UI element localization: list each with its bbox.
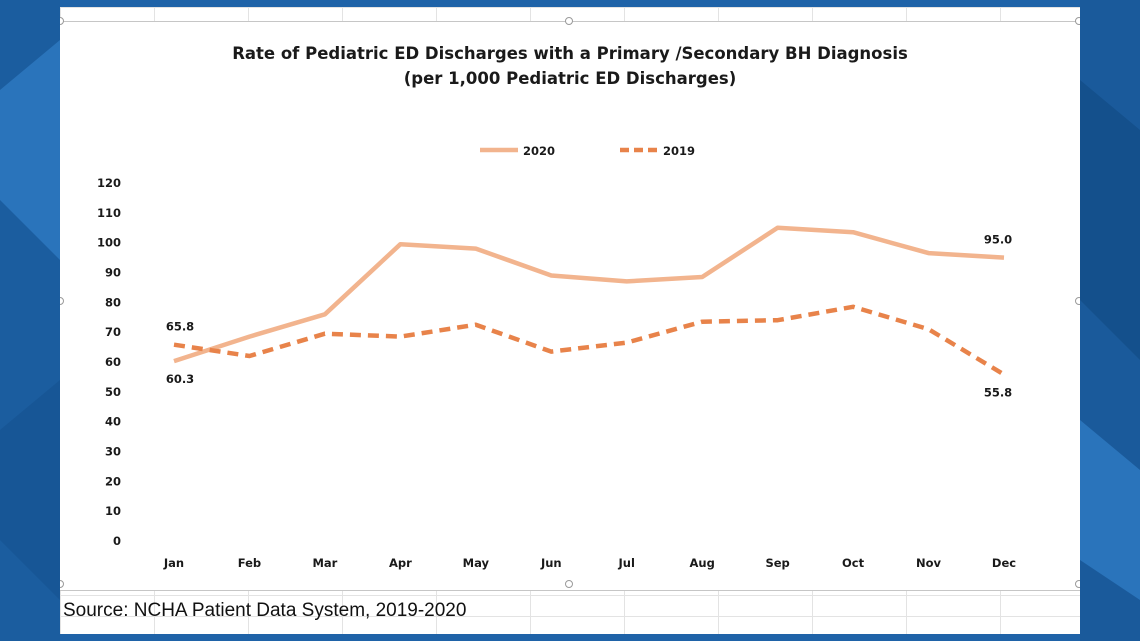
y-tick-label: 60 [105,355,121,369]
x-tick-label: Mar [312,556,337,570]
resize-handle-bottom-center[interactable] [565,580,573,588]
legend-item-2019: 2019 [620,144,695,158]
data-point-2019 [1002,372,1006,376]
y-tick-label: 10 [105,504,121,518]
y-tick-label: 20 [105,474,121,488]
data-point-2020 [247,334,251,338]
legend-swatch-2020 [480,144,518,158]
data-point-2020 [1002,255,1006,259]
source-note: Source: NCHA Patient Data System, 2019-2… [63,600,467,621]
data-point-2019 [247,354,251,358]
y-tick-label: 90 [105,266,121,280]
data-point-2020 [926,251,930,255]
data-point-2020 [851,230,855,234]
y-tick-label: 30 [105,445,121,459]
data-point-2020 [549,273,553,277]
chart-subtitle: (per 1,000 Pediatric ED Discharges) [403,69,737,88]
series-line-2020 [173,225,1005,364]
legend-swatch-2019 [620,144,658,158]
data-point-2019 [323,331,327,335]
x-tick-label: Feb [238,556,261,570]
y-tick-label: 100 [97,236,121,250]
resize-handle-top-center[interactable] [565,17,573,25]
data-point-2019 [625,340,629,344]
data-label-2020: 60.3 [166,372,194,386]
y-tick-label: 80 [105,295,121,309]
y-tick-label: 120 [97,176,121,190]
series-line-2019 [173,304,1006,377]
y-tick-label: 110 [97,206,121,220]
line-plot: 0 10 20 30 40 50 60 70 80 90 100 110 120 Jan Feb Mar Apr… [97,176,1016,570]
data-point-2020 [625,279,629,283]
x-tick-label: Jul [618,556,635,570]
data-point-2019 [700,320,704,324]
x-tick-label: Oct [842,556,865,570]
chart-title-block: Rate of Pediatric ED Discharges with a P… [60,41,1080,91]
chart-title: Rate of Pediatric ED Discharges with a P… [232,44,908,63]
data-point-2020 [398,242,402,246]
data-point-2019 [549,349,553,353]
x-tick-label: Nov [916,556,942,570]
resize-handle-middle-right[interactable] [1075,297,1080,305]
data-point-2019 [172,342,176,346]
x-tick-label: Jan [163,556,184,570]
data-point-2020 [775,226,779,230]
data-point-2020 [172,359,176,363]
data-label-2019: 65.8 [166,320,194,334]
data-point-2019 [926,327,930,331]
y-tick-label: 70 [105,325,121,339]
legend-item-2020: 2020 [480,144,555,158]
x-tick-label: Dec [992,556,1016,570]
resize-handle-top-right[interactable] [1075,17,1080,25]
spreadsheet-frame: Rate of Pediatric ED Discharges with a P… [60,7,1080,634]
data-point-2019 [398,334,402,338]
x-tick-label: Sep [765,556,789,570]
x-tick-label: Jun [540,556,562,570]
data-point-2019 [775,318,779,322]
legend-label-2020: 2020 [523,144,556,158]
data-label-2019: 55.8 [984,386,1012,400]
data-point-2020 [474,246,478,250]
data-point-2020 [700,275,704,279]
y-tick-label: 0 [113,534,121,548]
legend-label-2019: 2019 [663,144,696,158]
data-point-2020 [323,312,327,316]
chart-area[interactable] [60,21,1080,591]
y-tick-label: 50 [105,385,121,399]
x-tick-label: Aug [690,556,715,570]
resize-handle-bottom-right[interactable] [1075,580,1080,588]
data-label-2020: 95.0 [984,233,1012,247]
x-tick-label: May [463,556,490,570]
y-tick-label: 40 [105,415,121,429]
x-tick-label: Apr [389,556,412,570]
data-point-2019 [851,305,855,309]
data-point-2019 [474,323,478,327]
